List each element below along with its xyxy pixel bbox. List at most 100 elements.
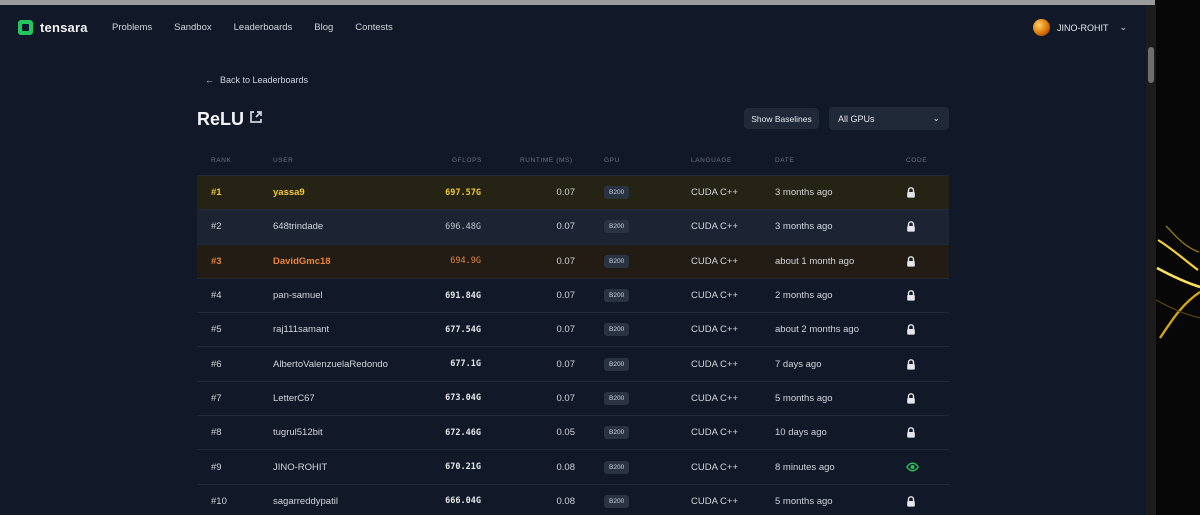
leaderboard-app: tensara Problems Sandbox Leaderboards Bl… (0, 5, 1146, 515)
nav-link-problems[interactable]: Problems (112, 22, 153, 33)
gpu-cell: B200 (604, 313, 630, 346)
date-cell: 3 months ago (775, 221, 833, 233)
gpu-badge: B200 (604, 186, 630, 200)
user-link[interactable]: raj111samant (273, 324, 330, 336)
nav-link-blog[interactable]: Blog (314, 22, 334, 33)
table-row[interactable]: #5 raj111samant 677.54G 0.07 B200 CUDA C… (197, 312, 949, 346)
table-row[interactable]: #1 yassa9 697.57G 0.07 B200 CUDA C++ 3 m… (197, 175, 949, 210)
lock-icon (906, 382, 916, 415)
user-link[interactable]: DavidGmc18 (273, 255, 331, 267)
runtime-cell: 0.07 (556, 324, 576, 336)
nav-link-contests[interactable]: Contests (355, 22, 393, 33)
header-rank: RANK (211, 157, 232, 164)
gpu-badge: B200 (604, 357, 630, 371)
user-link[interactable]: JINO-ROHIT (273, 461, 328, 473)
lock-icon (906, 347, 916, 380)
eye-icon[interactable] (906, 450, 919, 483)
language-cell: CUDA C++ (691, 221, 738, 233)
user-name: JINO-ROHIT (1057, 22, 1109, 33)
header-gflops: GFLOPS (452, 157, 482, 164)
gpu-cell: B200 (604, 176, 630, 209)
table-row[interactable]: #10 sagarreddypatil 666.04G 0.08 B200 CU… (197, 483, 949, 515)
gpu-cell: B200 (604, 347, 630, 380)
chip-icon (18, 20, 33, 35)
header-language: LANGUAGE (691, 157, 732, 164)
gflops-cell: 677.1G (450, 359, 481, 370)
rank-cell: #7 (211, 392, 222, 404)
arrow-left-icon: ← (205, 75, 214, 85)
user-link[interactable]: sagarreddypatil (273, 495, 338, 507)
table-header: RANK USER GFLOPS RUNTIME (MS) GPU LANGUA… (197, 150, 949, 175)
back-to-leaderboards-link[interactable]: ← Back to Leaderboards (205, 75, 308, 85)
rank-cell: #6 (211, 358, 222, 370)
table-row[interactable]: #8 tugrul512bit 672.46G 0.05 B200 CUDA C… (197, 415, 949, 449)
lock-icon (906, 279, 916, 312)
rank-cell: #2 (211, 221, 222, 233)
user-link[interactable]: LetterC67 (273, 392, 315, 404)
vertical-scrollbar[interactable] (1146, 5, 1156, 515)
table-row[interactable]: #2 648trindade 696.48G 0.07 B200 CUDA C+… (197, 209, 949, 244)
gflops-cell: 677.54G (445, 324, 481, 335)
table-row[interactable]: #4 pan-samuel 691.84G 0.07 B200 CUDA C++… (197, 277, 949, 312)
user-link[interactable]: tugrul512bit (273, 427, 323, 439)
runtime-cell: 0.07 (556, 290, 576, 302)
external-link-icon[interactable] (248, 109, 264, 125)
user-link[interactable]: AlbertoValenzuelaRedondo (273, 358, 388, 370)
avatar (1033, 19, 1050, 36)
user-link[interactable]: yassa9 (273, 187, 305, 199)
show-baselines-button[interactable]: Show Baselines (744, 108, 819, 129)
table-row[interactable]: #7 LetterC67 673.04G 0.07 B200 CUDA C++ … (197, 380, 949, 415)
scrollbar-thumb[interactable] (1148, 47, 1154, 83)
gpu-badge: B200 (604, 460, 630, 474)
runtime-cell: 0.08 (556, 461, 576, 473)
gflops-cell: 672.46G (445, 427, 481, 438)
gflops-cell: 694.9G (450, 256, 481, 267)
gpu-badge: B200 (604, 426, 630, 440)
user-link[interactable]: 648trindade (273, 221, 324, 233)
gpu-badge: B200 (604, 254, 630, 268)
table-row[interactable]: #6 AlbertoValenzuelaRedondo 677.1G 0.07 … (197, 346, 949, 380)
runtime-cell: 0.07 (556, 221, 576, 233)
user-link[interactable]: pan-samuel (273, 290, 323, 302)
brand-name: tensara (40, 20, 88, 35)
date-cell: 10 days ago (775, 427, 827, 439)
gpu-badge: B200 (604, 494, 630, 508)
gflops-cell: 697.57G (445, 187, 481, 198)
runtime-cell: 0.07 (556, 187, 576, 199)
runtime-cell: 0.05 (556, 427, 576, 439)
language-cell: CUDA C++ (691, 255, 738, 267)
language-cell: CUDA C++ (691, 392, 738, 404)
desktop-background-strip (1156, 0, 1200, 515)
gpu-cell: B200 (604, 245, 630, 278)
user-menu[interactable]: JINO-ROHIT ⌄ (1033, 19, 1127, 36)
gpu-filter-select[interactable]: All GPUs ⌄ (829, 107, 949, 130)
header-gpu: GPU (604, 157, 620, 164)
gpu-badge: B200 (604, 220, 630, 234)
window-top-bar (0, 0, 1155, 5)
table-row[interactable]: #3 DavidGmc18 694.9G 0.07 B200 CUDA C++ … (197, 243, 949, 278)
rank-cell: #9 (211, 461, 222, 473)
nav-link-leaderboards[interactable]: Leaderboards (233, 22, 293, 33)
top-navbar: tensara Problems Sandbox Leaderboards Bl… (0, 5, 1146, 51)
lock-icon (906, 176, 916, 209)
gflops-cell: 696.48G (445, 221, 481, 232)
gpu-badge: B200 (604, 391, 630, 405)
gpu-cell: B200 (604, 279, 630, 312)
gpu-cell: B200 (604, 382, 630, 415)
language-cell: CUDA C++ (691, 187, 738, 199)
rank-cell: #3 (211, 255, 222, 267)
gpu-badge: B200 (604, 323, 630, 337)
header-runtime: RUNTIME (MS) (520, 157, 573, 164)
table-row[interactable]: #9 JINO-ROHIT 670.21G 0.08 B200 CUDA C++… (197, 449, 949, 483)
nav-link-sandbox[interactable]: Sandbox (174, 22, 212, 33)
header-date: DATE (775, 157, 795, 164)
language-cell: CUDA C++ (691, 427, 738, 439)
date-cell: about 1 month ago (775, 255, 855, 267)
gpu-cell: B200 (604, 450, 630, 483)
brand-logo[interactable]: tensara (18, 20, 88, 35)
gpu-cell: B200 (604, 416, 630, 449)
date-cell: 7 days ago (775, 358, 822, 370)
language-cell: CUDA C++ (691, 495, 738, 507)
gpu-cell: B200 (604, 210, 630, 243)
chevron-down-icon: ⌄ (932, 113, 940, 123)
